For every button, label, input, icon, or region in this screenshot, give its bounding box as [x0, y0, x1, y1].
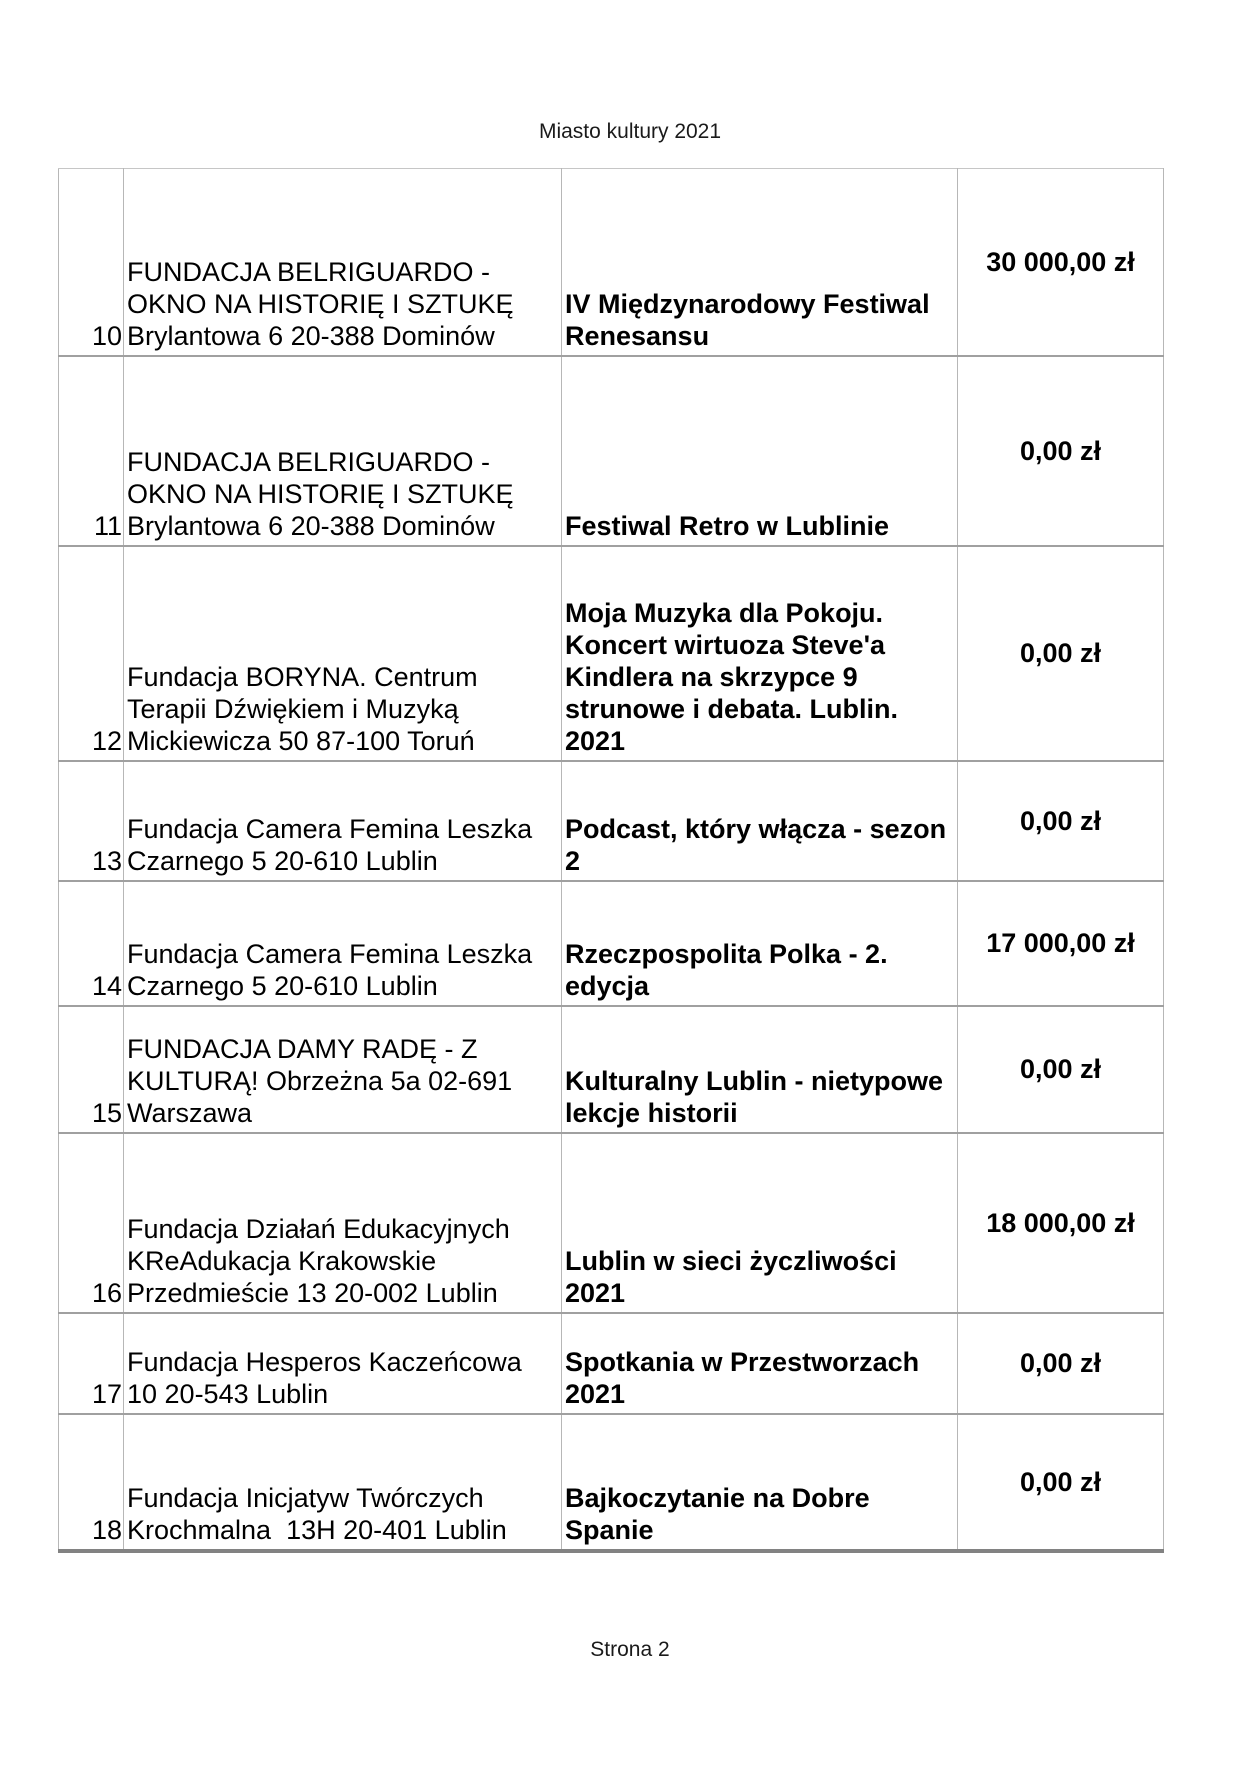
project-title-cell: Bajkoczytanie na Dobre Spanie — [561, 1412, 958, 1551]
amount-cell: 17 000,00 zł — [957, 879, 1164, 1007]
amount-cell: 18 000,00 zł — [957, 1131, 1164, 1314]
organization-cell: FUNDACJA DAMY RADĘ - Z KULTURĄ! Obrzeżna… — [123, 1004, 562, 1134]
grants-table-body: 10 FUNDACJA BELRIGUARDO - OKNO NA HISTORI… — [58, 168, 1164, 1551]
table-row: 13 Fundacja Camera Femina Leszka Czarnego… — [58, 759, 1164, 882]
organization-cell: Fundacja BORYNA. Centrum Terapii Dźwięki… — [123, 544, 562, 762]
organization-cell: Fundacja Działań Edukacyjnych KReAdukacj… — [123, 1131, 562, 1314]
row-number-cell: 13 — [58, 759, 124, 882]
amount-cell: 30 000,00 zł — [957, 168, 1164, 357]
table-row: 17 Fundacja Hesperos Kaczeńcowa 10 20-543… — [58, 1311, 1164, 1415]
organization-cell: FUNDACJA BELRIGUARDO - OKNO NA HISTORIĘ … — [123, 354, 562, 547]
organization-cell: Fundacja Camera Femina Leszka Czarnego 5… — [123, 759, 562, 882]
project-title-cell: IV Międzynarodowy Festiwal Renesansu — [561, 168, 958, 357]
table-row: 11 FUNDACJA BELRIGUARDO - OKNO NA HISTORI… — [58, 354, 1164, 547]
grants-table: 10 FUNDACJA BELRIGUARDO - OKNO NA HISTORI… — [58, 168, 1164, 1553]
table-row: 10 FUNDACJA BELRIGUARDO - OKNO NA HISTORI… — [58, 168, 1164, 357]
page-title: Miasto kultury 2021 — [538, 120, 722, 143]
page-number: Strona 2 — [590, 1638, 670, 1661]
table-row: 16 Fundacja Działań Edukacyjnych KReAduka… — [58, 1131, 1164, 1314]
organization-cell: Fundacja Hesperos Kaczeńcowa 10 20-543 L… — [123, 1311, 562, 1415]
project-title-cell: Spotkania w Przestworzach 2021 — [561, 1311, 958, 1415]
amount-cell: 0,00 zł — [957, 759, 1164, 882]
row-number-cell: 15 — [58, 1004, 124, 1134]
project-title-cell: Festiwal Retro w Lublinie — [561, 354, 958, 547]
row-number-cell: 14 — [58, 879, 124, 1007]
table-row: 15 FUNDACJA DAMY RADĘ - Z KULTURĄ! Obrzeż… — [58, 1004, 1164, 1134]
project-title-cell: Kulturalny Lublin - nietypowe lekcje his… — [561, 1004, 958, 1134]
organization-cell: Fundacja Camera Femina Leszka Czarnego 5… — [123, 879, 562, 1007]
organization-cell: Fundacja Inicjatyw Twórczych Krochmalna … — [123, 1412, 562, 1551]
table-row: 12 Fundacja BORYNA. Centrum Terapii Dźwię… — [58, 544, 1164, 762]
amount-cell: 0,00 zł — [957, 1412, 1164, 1551]
table-row: 18 Fundacja Inicjatyw Twórczych Krochmaln… — [58, 1412, 1164, 1551]
project-title-cell: Rzeczpospolita Polka - 2. edycja — [561, 879, 958, 1007]
project-title-cell: Lublin w sieci życzliwości 2021 — [561, 1131, 958, 1314]
row-number-cell: 12 — [58, 544, 124, 762]
amount-cell: 0,00 zł — [957, 1004, 1164, 1134]
amount-cell: 0,00 zł — [957, 1311, 1164, 1415]
row-number-cell: 18 — [58, 1412, 124, 1551]
amount-cell: 0,00 zł — [957, 544, 1164, 762]
organization-cell: FUNDACJA BELRIGUARDO - OKNO NA HISTORIĘ … — [123, 168, 562, 357]
row-number-cell: 11 — [58, 354, 124, 547]
row-number-cell: 17 — [58, 1311, 124, 1415]
table-row: 14 Fundacja Camera Femina Leszka Czarnego… — [58, 879, 1164, 1007]
row-number-cell: 16 — [58, 1131, 124, 1314]
project-title-cell: Moja Muzyka dla Pokoju. Koncert wirtuoza… — [561, 544, 958, 762]
amount-cell: 0,00 zł — [957, 354, 1164, 547]
project-title-cell: Podcast, który włącza - sezon 2 — [561, 759, 958, 882]
row-number-cell: 10 — [58, 168, 124, 357]
